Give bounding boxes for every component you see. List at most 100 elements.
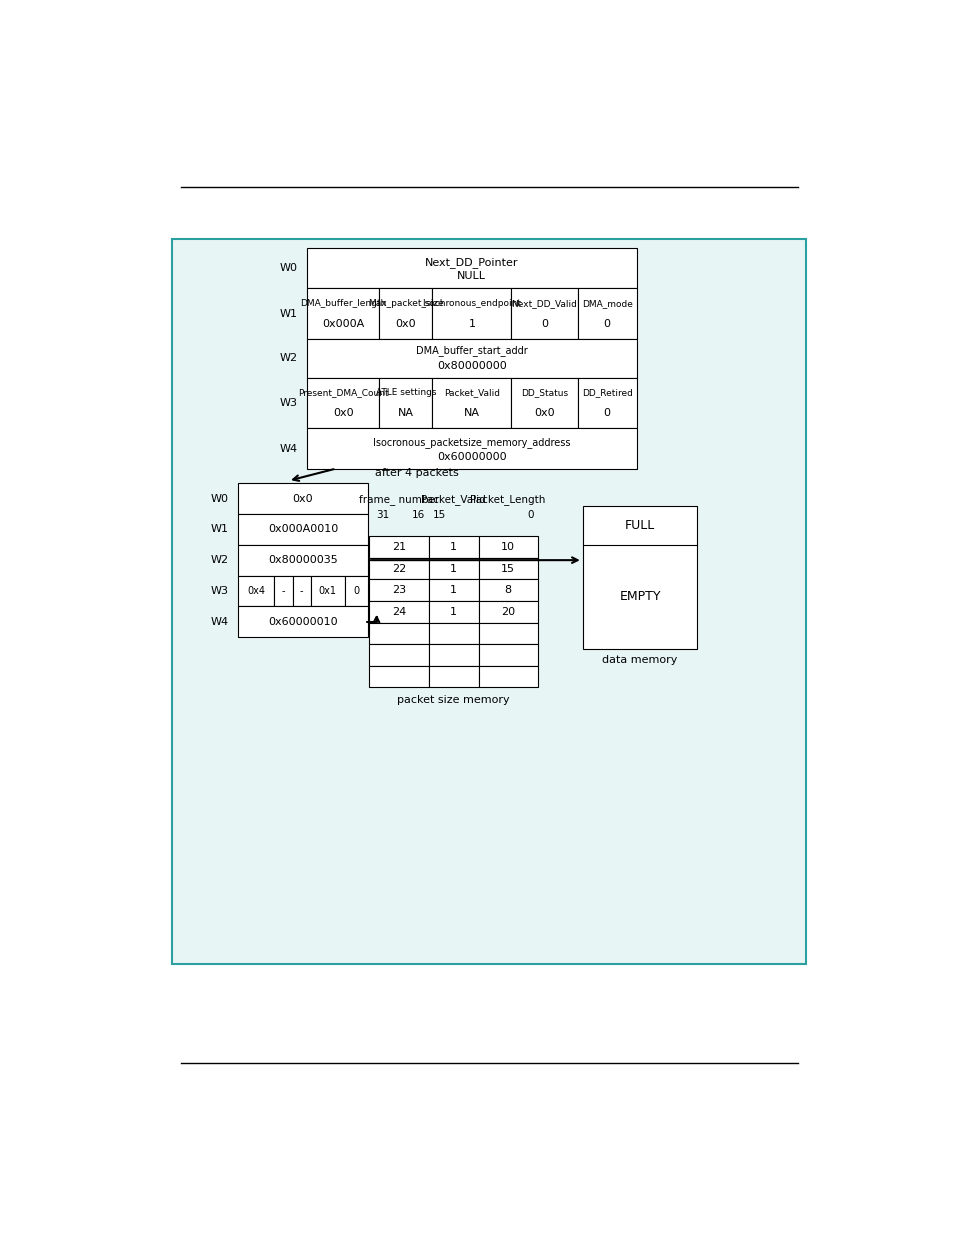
Bar [307,340,637,378]
Text: NA: NA [463,409,479,419]
Bar [369,622,428,645]
Bar [274,576,293,606]
Text: 0x0: 0x0 [534,409,555,419]
Text: W3: W3 [211,585,229,597]
Text: DMA_buffer_length: DMA_buffer_length [299,299,386,308]
Bar [428,645,478,666]
Text: 0x80000035: 0x80000035 [268,556,337,566]
Bar [428,558,478,579]
Text: W2: W2 [211,556,229,566]
Bar [428,579,478,601]
Text: 20: 20 [500,606,515,616]
Text: Packet_Length: Packet_Length [470,494,545,505]
Text: 0: 0 [527,510,534,520]
Text: 0x0: 0x0 [395,319,416,329]
Text: NULL: NULL [456,272,486,282]
Text: 8: 8 [504,585,511,595]
Text: 0: 0 [353,585,359,597]
Text: DMA_buffer_start_addr: DMA_buffer_start_addr [416,346,527,356]
Bar [307,429,637,468]
Text: FULL: FULL [624,519,655,532]
Text: data memory: data memory [601,656,677,666]
Bar [432,288,511,340]
Text: 15: 15 [433,510,445,520]
Bar [369,536,428,558]
Text: 0: 0 [603,409,610,419]
Text: W4: W4 [279,443,297,453]
Bar [369,558,428,579]
Bar [369,579,428,601]
Text: DD_Status: DD_Status [520,388,567,398]
Bar [237,606,368,637]
Bar [478,601,537,622]
Text: W4: W4 [211,616,229,626]
Bar [478,645,537,666]
Bar [344,576,368,606]
Bar [577,378,637,429]
Bar [478,579,537,601]
Text: 22: 22 [392,563,405,573]
Text: frame_ number: frame_ number [358,494,438,505]
Text: 0x0: 0x0 [293,494,313,504]
Text: Max_packet_size: Max_packet_size [368,299,443,308]
Text: W0: W0 [211,494,229,504]
Bar [307,378,379,429]
Bar [432,378,511,429]
Bar [511,378,577,429]
Bar [428,601,478,622]
Text: 21: 21 [392,542,405,552]
Text: packet size memory: packet size memory [396,694,509,704]
Bar [478,622,537,645]
Bar [577,288,637,340]
Bar [379,288,432,340]
Bar [237,576,274,606]
Text: 0x60000010: 0x60000010 [268,616,337,626]
Text: W2: W2 [279,353,297,363]
Bar [307,288,379,340]
Text: 1: 1 [450,606,456,616]
Text: 24: 24 [392,606,405,616]
Text: 15: 15 [500,563,515,573]
Text: 10: 10 [500,542,515,552]
Text: 1: 1 [468,319,475,329]
Text: 1: 1 [450,563,456,573]
Text: 0x000A0010: 0x000A0010 [268,525,337,535]
Bar [237,514,368,545]
Text: 31: 31 [376,510,390,520]
Text: W1: W1 [279,309,297,319]
Bar [369,666,428,687]
Text: DMA_mode: DMA_mode [581,299,632,308]
Bar [478,666,537,687]
Text: Packet_Valid: Packet_Valid [421,494,486,505]
Text: 23: 23 [392,585,405,595]
Text: 0x4: 0x4 [247,585,265,597]
Bar [369,601,428,622]
Text: DD_Retired: DD_Retired [581,388,632,398]
Bar [237,545,368,576]
Bar [307,248,637,288]
Text: after 4 packets: after 4 packets [375,468,458,478]
Bar [237,483,368,514]
Text: 0x000A: 0x000A [322,319,364,329]
Text: Present_DMA_Count: Present_DMA_Count [297,388,388,398]
Text: 0x80000000: 0x80000000 [436,361,506,370]
Text: -: - [281,585,285,597]
Text: 0: 0 [603,319,610,329]
Text: Next_DD_Valid: Next_DD_Valid [511,299,577,308]
Text: Isocronous_packetsize_memory_address: Isocronous_packetsize_memory_address [373,437,570,448]
Text: W3: W3 [279,398,297,408]
Bar [293,576,311,606]
Text: NA: NA [397,409,414,419]
Text: W0: W0 [279,263,297,273]
Text: 0x1: 0x1 [318,585,336,597]
Text: 0x0: 0x0 [333,409,353,419]
Text: 1: 1 [450,542,456,552]
Text: W1: W1 [211,525,229,535]
Text: 0x60000000: 0x60000000 [436,452,506,462]
Text: 1: 1 [450,585,456,595]
Bar [369,645,428,666]
Text: EMPTY: EMPTY [618,590,660,603]
Bar [428,622,478,645]
Bar [478,558,537,579]
Text: 0: 0 [540,319,547,329]
